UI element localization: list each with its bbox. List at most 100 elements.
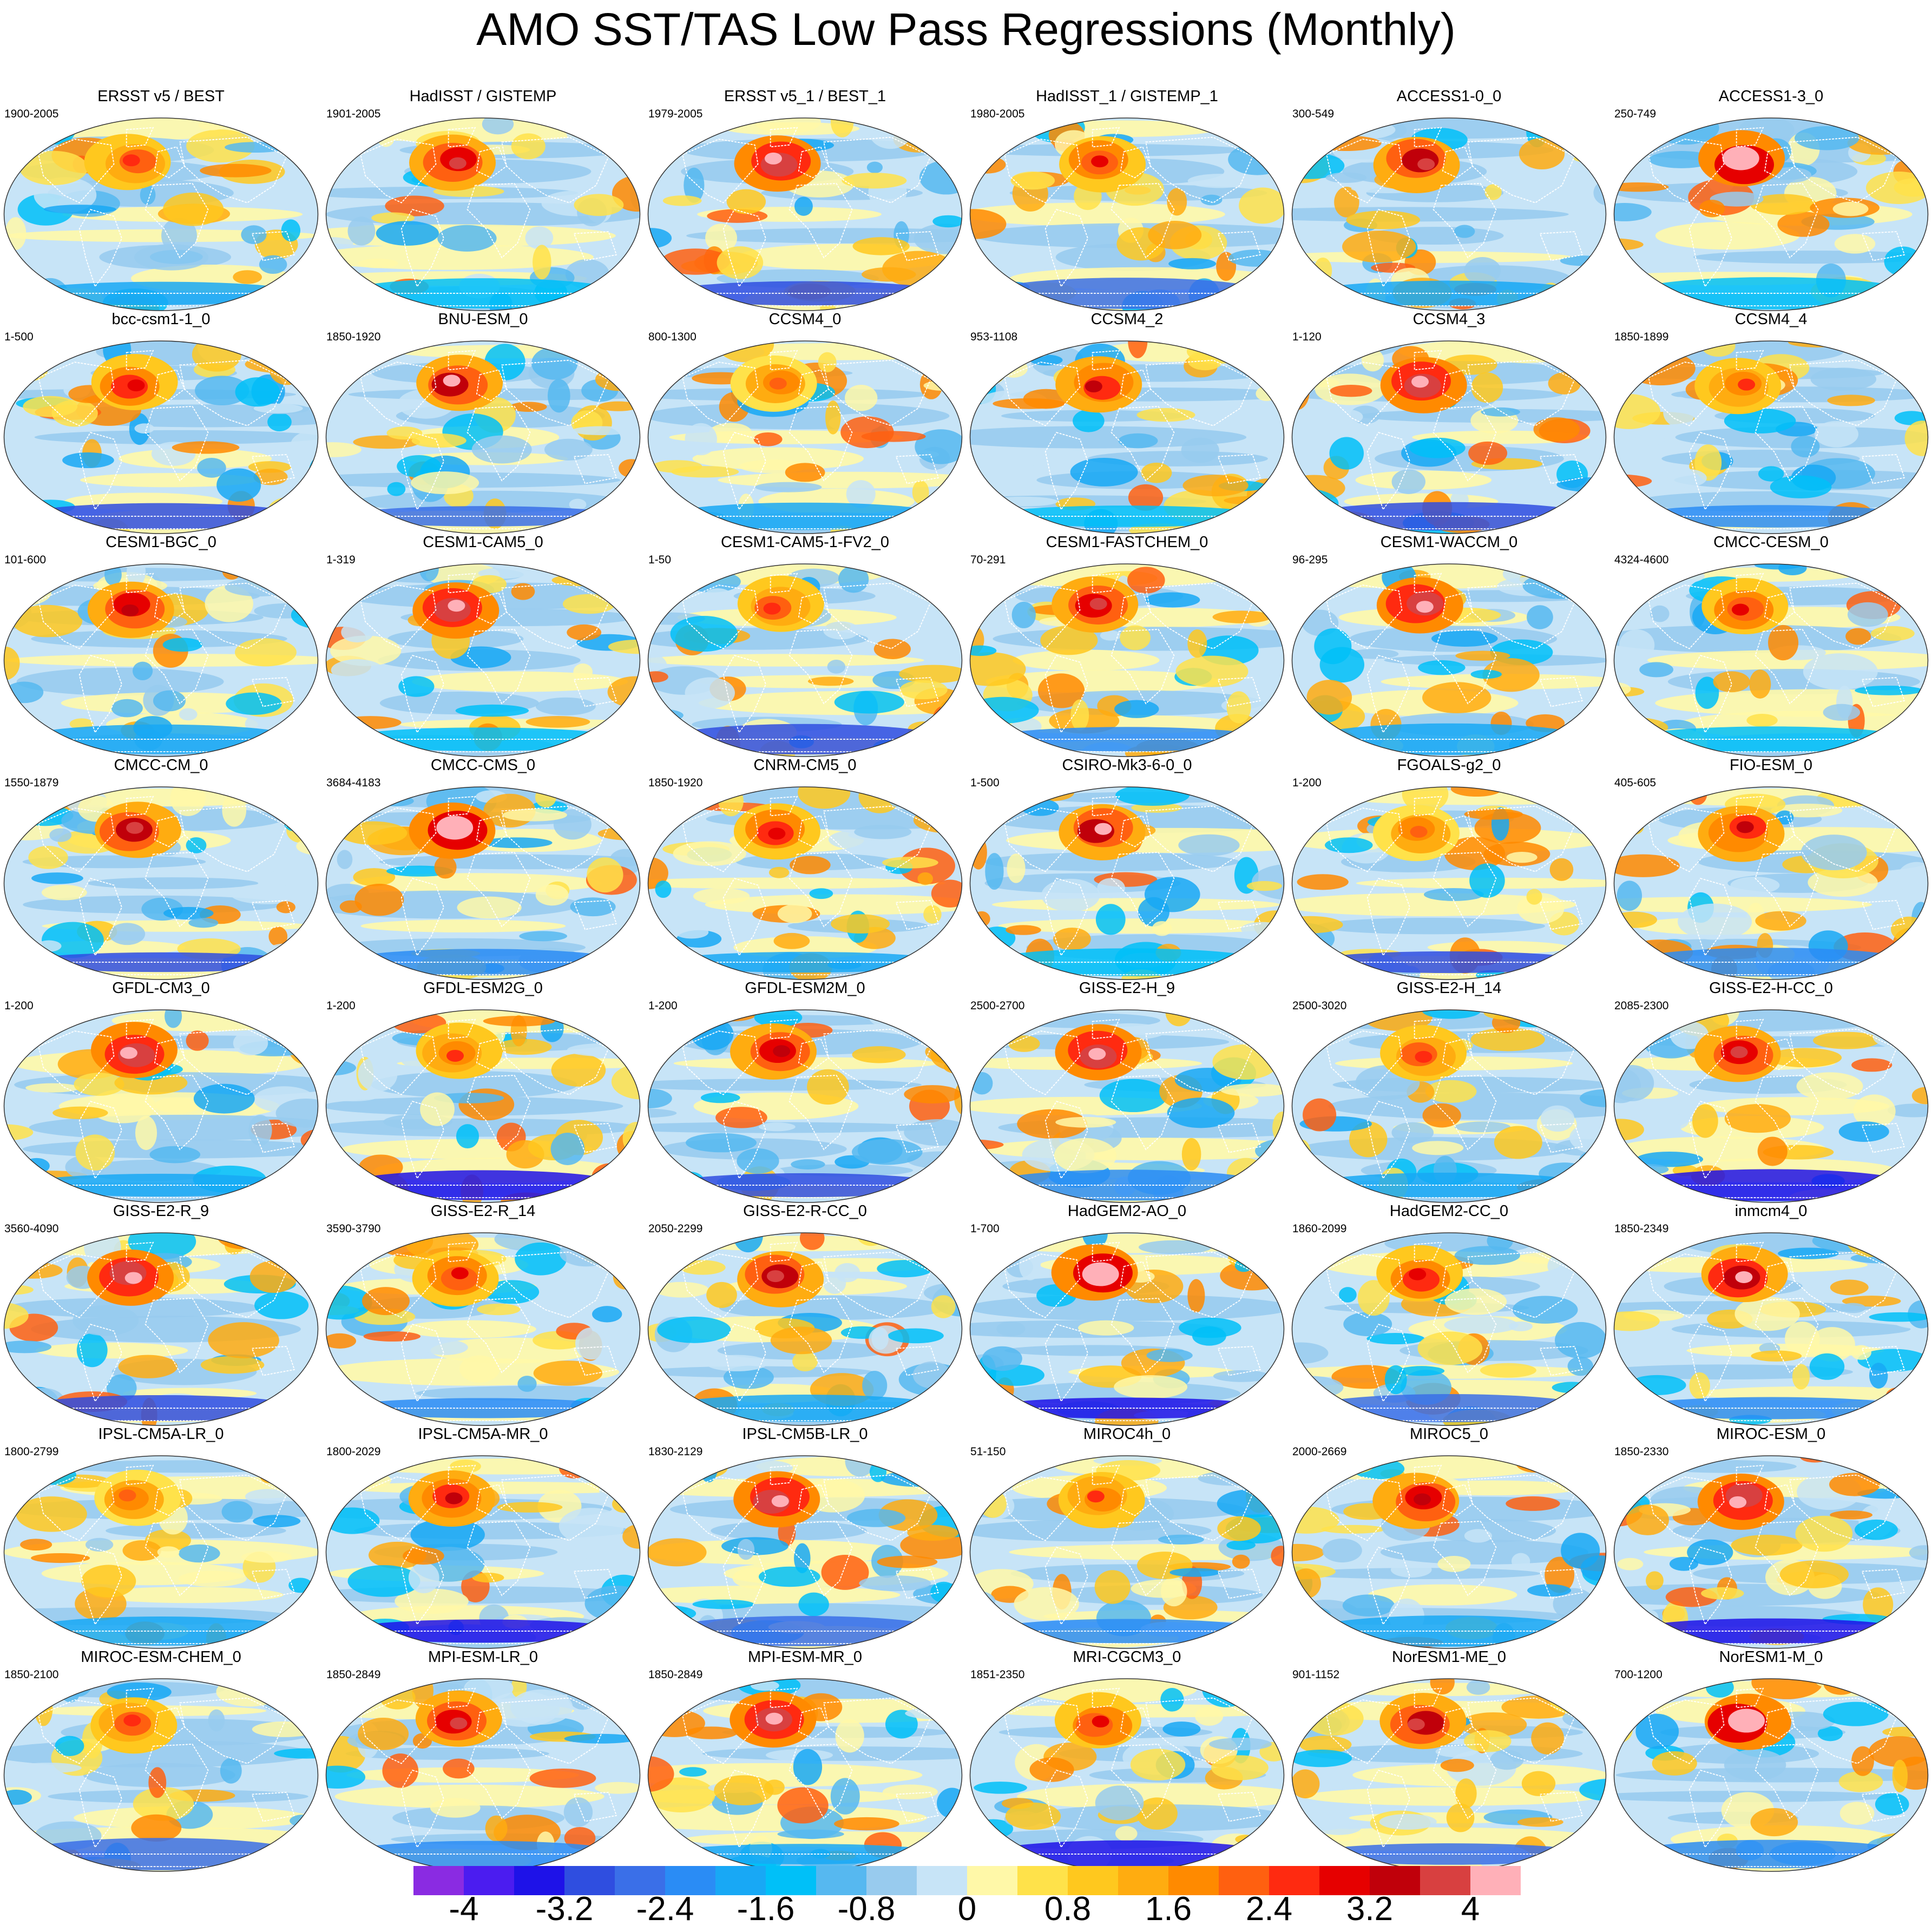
anomaly-blob bbox=[235, 638, 297, 667]
coastline bbox=[798, 1261, 830, 1293]
map-border bbox=[1291, 786, 1607, 980]
anomaly-blob bbox=[109, 923, 146, 945]
anomaly-blob bbox=[253, 469, 288, 485]
anomaly-band bbox=[1087, 451, 1268, 466]
anomaly-blob bbox=[1361, 349, 1384, 372]
coastline bbox=[38, 1030, 115, 1095]
anomaly-blob bbox=[510, 1689, 573, 1725]
anomaly-blob bbox=[216, 1679, 283, 1707]
panel-years: 800-1300 bbox=[648, 331, 696, 343]
anomaly-blob bbox=[1292, 1543, 1324, 1561]
anomaly-blob bbox=[281, 219, 301, 242]
coastline bbox=[466, 183, 531, 259]
anomaly-blob bbox=[502, 809, 567, 822]
colorbar-swatch bbox=[665, 1866, 716, 1895]
anomaly-blob bbox=[1614, 203, 1652, 221]
anomaly-band bbox=[648, 1585, 901, 1605]
world-map bbox=[1613, 786, 1929, 980]
coastline bbox=[1145, 1028, 1253, 1095]
map-field bbox=[1292, 1456, 1606, 1648]
panel-years: 1850-1920 bbox=[326, 331, 381, 343]
coastline bbox=[1861, 1123, 1905, 1153]
coastline bbox=[78, 1324, 122, 1403]
map-field bbox=[326, 564, 640, 757]
anomaly-band bbox=[1614, 625, 1902, 653]
coastline bbox=[179, 359, 287, 426]
anomaly-blob bbox=[1701, 1587, 1744, 1600]
anomaly-blob bbox=[4, 1609, 37, 1646]
coastline bbox=[154, 1261, 186, 1293]
map-field bbox=[4, 1679, 318, 1871]
colorbar-tick-label: -1.6 bbox=[737, 1890, 795, 1928]
panel-years: 3684-4183 bbox=[326, 777, 381, 789]
coastline bbox=[501, 582, 609, 649]
coastline bbox=[466, 1744, 531, 1819]
anomaly-blob bbox=[230, 884, 303, 904]
anomaly-blob bbox=[254, 603, 315, 619]
anomaly-blob bbox=[737, 1148, 779, 1174]
north-atlantic-anomaly bbox=[451, 1267, 469, 1279]
world-map bbox=[1613, 1678, 1929, 1872]
anomaly-blob bbox=[1579, 1828, 1606, 1846]
anomaly-blob bbox=[132, 661, 153, 681]
anomaly-blob bbox=[1795, 1515, 1853, 1552]
anomaly-blob bbox=[211, 855, 278, 878]
north-atlantic-anomaly bbox=[1410, 826, 1428, 838]
anomaly-blob bbox=[331, 659, 384, 681]
anomaly-blob bbox=[340, 1865, 373, 1871]
anomaly-blob bbox=[377, 796, 414, 807]
coastline bbox=[1467, 136, 1575, 203]
anomaly-blob bbox=[1041, 878, 1100, 912]
coastline bbox=[798, 1707, 830, 1739]
map-field bbox=[4, 1456, 318, 1648]
anomaly-blob bbox=[970, 1392, 1010, 1418]
anomaly-blob bbox=[362, 1287, 410, 1316]
coastline bbox=[448, 1687, 476, 1708]
map-field bbox=[4, 1233, 318, 1425]
world-map bbox=[1291, 786, 1607, 980]
coastline bbox=[144, 1744, 209, 1819]
anomaly-blob bbox=[337, 850, 353, 869]
anomaly-blob bbox=[280, 1010, 314, 1027]
anomaly-blob bbox=[1859, 513, 1885, 534]
anomaly-blob bbox=[1627, 1164, 1669, 1175]
map-panel: HadGEM2-CC_0 1860-2099 bbox=[1288, 1201, 1610, 1427]
anomaly-blob bbox=[673, 118, 696, 135]
coastline bbox=[476, 369, 508, 402]
panel-years: 1860-2099 bbox=[1292, 1223, 1347, 1235]
anomaly-blob bbox=[1148, 220, 1202, 249]
coastline bbox=[1004, 362, 1081, 426]
map-border bbox=[647, 1455, 963, 1649]
anomaly-blob bbox=[845, 385, 878, 411]
anomaly-blob bbox=[1466, 1679, 1490, 1695]
coastline bbox=[448, 573, 476, 594]
anomaly-blob bbox=[386, 426, 423, 440]
anomaly-blob bbox=[1314, 628, 1352, 665]
coastline bbox=[1326, 807, 1403, 872]
coastline bbox=[251, 1792, 295, 1822]
coastline bbox=[1432, 1521, 1497, 1596]
coastline bbox=[1326, 139, 1403, 203]
anomaly-blob bbox=[294, 569, 318, 594]
coastline bbox=[1217, 677, 1261, 707]
anomaly-blob bbox=[1187, 629, 1207, 658]
map-panel: MPI-ESM-LR_0 1850-2849 bbox=[322, 1647, 644, 1872]
anomaly-blob bbox=[899, 680, 948, 700]
world-map bbox=[3, 1455, 319, 1649]
coastline bbox=[1432, 183, 1497, 259]
map-field bbox=[1614, 341, 1928, 534]
world-map bbox=[1613, 563, 1929, 757]
anomaly-blob bbox=[341, 295, 367, 306]
anomaly-blob bbox=[807, 1069, 849, 1105]
anomaly-blob bbox=[1490, 1750, 1524, 1770]
map-border bbox=[3, 1009, 319, 1203]
coastline bbox=[38, 584, 115, 649]
anomaly-blob bbox=[1454, 1121, 1511, 1133]
anomaly-blob bbox=[1770, 167, 1812, 183]
anomaly-band bbox=[1695, 1386, 1928, 1401]
anomaly-blob bbox=[1464, 257, 1501, 285]
anomaly-blob bbox=[1178, 834, 1240, 856]
anomaly-blob bbox=[798, 787, 851, 809]
north-atlantic-anomaly bbox=[1094, 823, 1112, 835]
coastline bbox=[78, 209, 122, 288]
